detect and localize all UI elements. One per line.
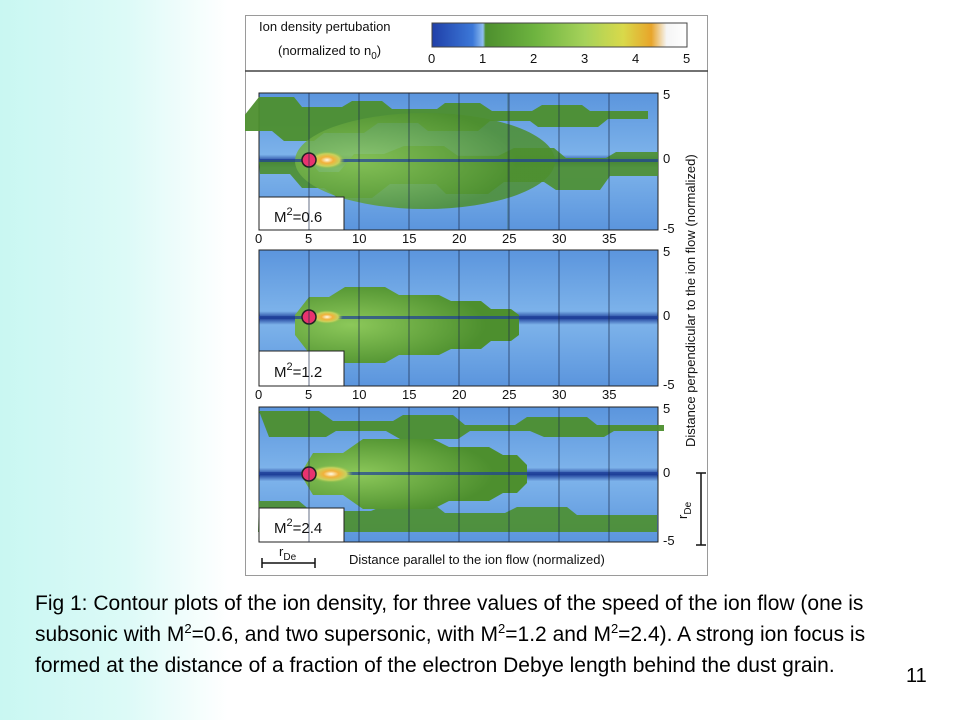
x-tick-label: 0 [255,387,262,402]
x-tick-label: 10 [352,231,366,246]
colorbar [431,22,688,48]
panel-3-mach-label: M2=2.4 [274,517,322,537]
page-number: 11 [906,665,927,687]
colorbar-subtitle: (normalized to n0) [278,43,381,62]
x-tick-label: 30 [552,387,566,402]
x-tick-label: 25 [502,231,516,246]
x-tick-label: 35 [602,231,616,246]
contour-panel-1: M2=0.6 [245,92,659,231]
contour-panel-3: M2=2.4 [258,406,664,543]
y-tick-label: -5 [663,221,675,236]
y-tick-label: 0 [663,151,670,166]
x-tick-label: 20 [452,387,466,402]
rde-horizontal-scale: rDe [261,544,316,568]
colorbar-tick-label: 5 [683,51,690,66]
slide-sidebar-gradient [0,0,228,720]
rde-horizontal-label: rDe [279,544,297,563]
x-tick-label: 20 [452,231,466,246]
y-tick-label: 5 [663,401,670,416]
colorbar-tick-label: 2 [530,51,537,66]
y-axis-label: Distance perpendicular to the ion flow (… [683,154,698,447]
colorbar-tick-label: 4 [632,51,639,66]
x-tick-label: 15 [402,231,416,246]
x-tick-labels: 0 0 5 5 10 10 15 15 20 20 25 25 30 30 35 35 [255,231,616,402]
y-tick-labels: 5 0 -5 5 0 -5 5 0 -5 [663,87,675,548]
gridlines [308,93,610,542]
y-tick-label: -5 [663,377,675,392]
x-tick-label: 15 [402,387,416,402]
x-tick-label: 5 [305,231,312,246]
rde-vertical-label: rDe [675,501,694,519]
colorbar-title: Ion density pertubation [259,19,391,34]
colorbar-tick-label: 1 [479,51,486,66]
x-tick-label: 35 [602,387,616,402]
y-tick-label: 5 [663,87,670,102]
x-tick-label: 0 [255,231,262,246]
y-tick-label: 5 [663,244,670,259]
x-tick-label: 5 [305,387,312,402]
x-axis-label: Distance parallel to the ion flow (norma… [349,552,605,567]
x-tick-label: 30 [552,231,566,246]
panel-1-mach-label: M2=0.6 [274,206,322,226]
rde-vertical-scale: rDe [675,472,706,546]
y-tick-label: -5 [663,533,675,548]
x-tick-label: 10 [352,387,366,402]
colorbar-tick-label: 0 [428,51,435,66]
x-tick-label: 25 [502,387,516,402]
colorbar-tick-label: 3 [581,51,588,66]
contour-figure: Ion density pertubation (normalized to n… [245,19,708,568]
contour-panel-2: M2=1.2 [258,249,659,387]
figure-caption: Fig 1: Contour plots of the ion density,… [35,592,866,677]
panel-2-mach-label: M2=1.2 [274,361,322,381]
y-tick-label: 0 [663,308,670,323]
y-tick-label: 0 [663,465,670,480]
colorbar-section: Ion density pertubation (normalized to n… [259,19,690,66]
